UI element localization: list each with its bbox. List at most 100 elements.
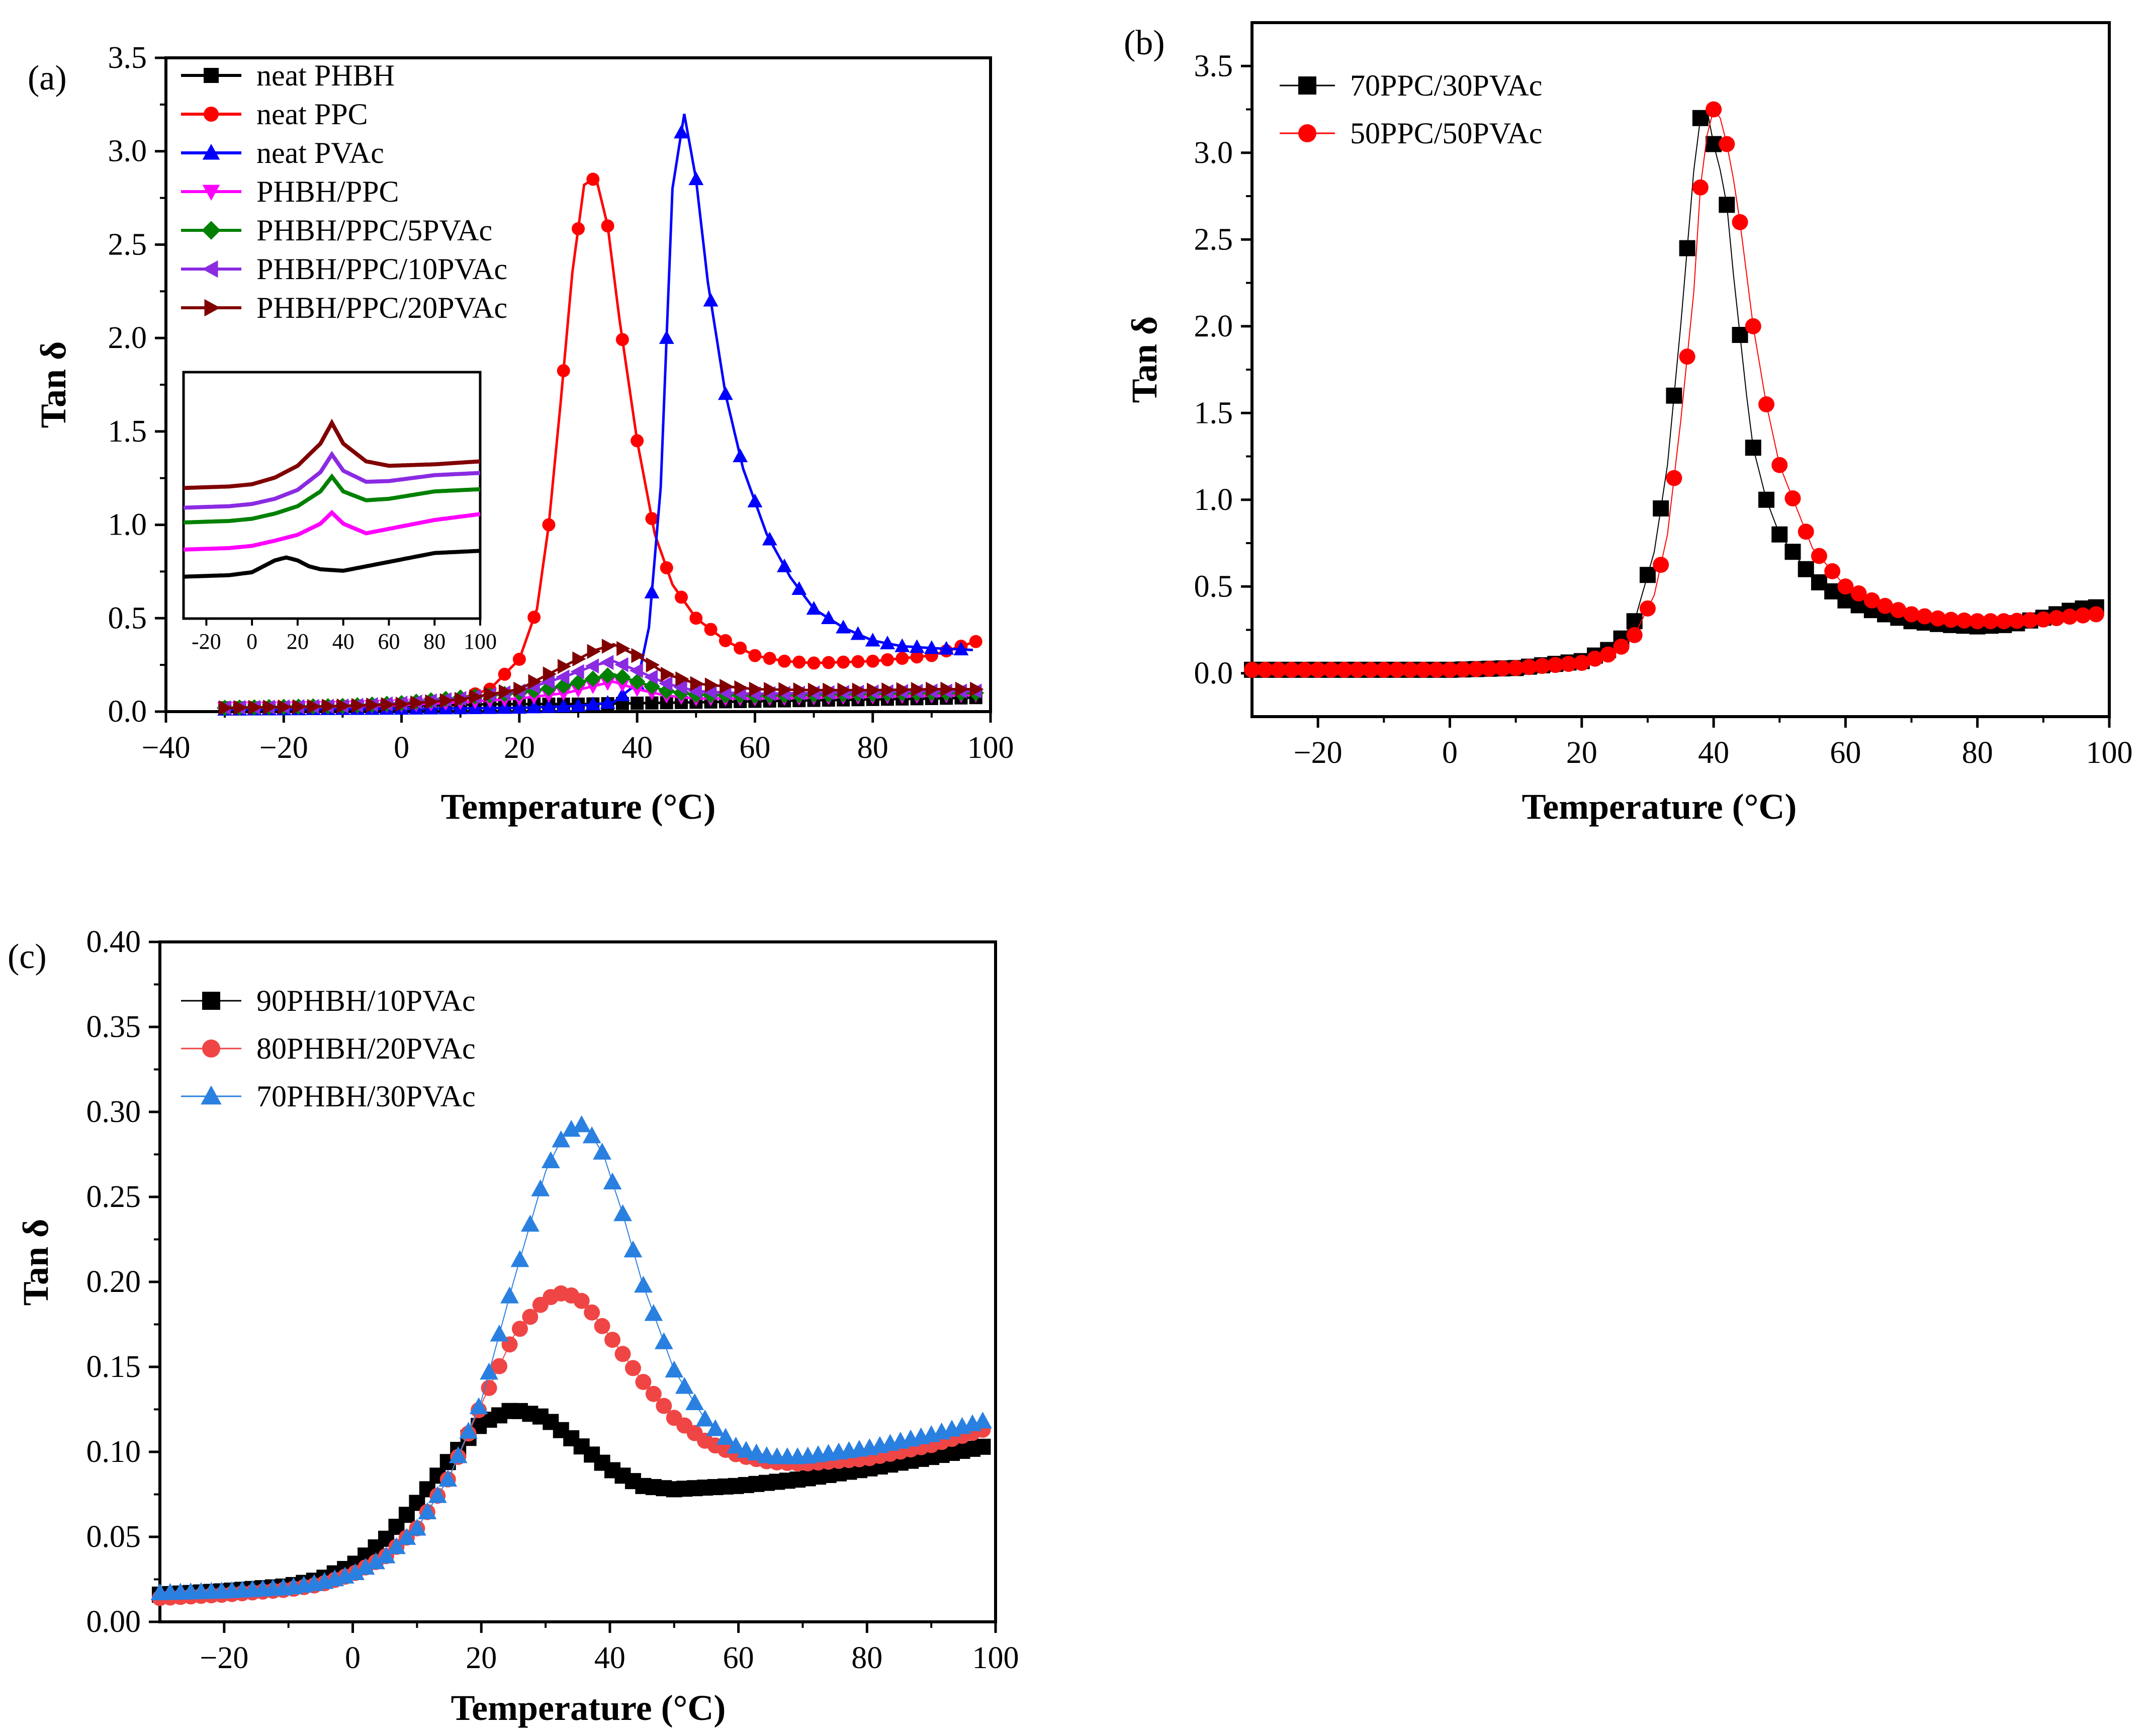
- data-point: [762, 532, 777, 546]
- x-tick-label: 0: [345, 1641, 361, 1675]
- data-point: [480, 1362, 498, 1380]
- y-tick-label: 0.05: [86, 1520, 141, 1554]
- data-point: [1771, 526, 1788, 543]
- data-point: [510, 1250, 529, 1267]
- data-point: [688, 171, 704, 186]
- y-axis-title-a: Tan δ: [33, 341, 73, 428]
- data-point: [733, 448, 748, 463]
- data-point: [599, 667, 616, 684]
- legend-label: PHBH/PPC/5PVAc: [256, 214, 492, 247]
- data-point: [541, 1151, 560, 1168]
- data-point: [807, 656, 821, 670]
- data-point: [552, 1130, 571, 1148]
- inset-x-tick-label: -20: [192, 629, 221, 654]
- data-point: [513, 681, 527, 697]
- inset-x-tick-label: 20: [287, 629, 309, 654]
- data-point: [511, 1321, 528, 1337]
- data-point: [481, 1379, 497, 1396]
- data-point: [520, 1214, 540, 1232]
- y-tick-label: 3.5: [1194, 49, 1233, 83]
- data-point: [1560, 656, 1577, 672]
- data-point: [526, 700, 542, 714]
- data-point: [600, 677, 615, 691]
- data-point: [953, 641, 969, 656]
- data-point: [542, 518, 556, 532]
- y-tick-label: 0.0: [108, 695, 147, 729]
- data-point: [1811, 548, 1827, 564]
- x-tick-label: −40: [142, 731, 191, 765]
- series-70phbh-30pvac: [150, 1115, 992, 1600]
- data-point: [248, 700, 262, 715]
- data-point: [764, 681, 778, 697]
- y-tick-label: 3.0: [108, 134, 147, 168]
- data-point: [634, 1275, 653, 1293]
- data-point: [1956, 612, 1973, 629]
- data-point: [2088, 606, 2104, 623]
- y-tick-label: 0.15: [86, 1350, 141, 1384]
- data-point: [675, 1377, 694, 1394]
- x-tick-label: 100: [972, 1641, 1019, 1675]
- data-point: [1573, 655, 1590, 671]
- legend-label: 70PPC/30PVAc: [1350, 69, 1542, 102]
- data-point: [233, 700, 248, 716]
- legend-marker: [204, 68, 219, 83]
- data-point: [278, 699, 292, 715]
- x-tick-label: 80: [1962, 736, 1993, 770]
- data-point: [704, 677, 719, 693]
- data-point: [837, 682, 851, 698]
- data-point: [1916, 608, 1933, 625]
- data-point: [1666, 387, 1682, 404]
- data-point: [381, 697, 395, 713]
- data-point: [645, 1385, 662, 1402]
- y-tick-label: 0.20: [86, 1265, 141, 1299]
- data-point: [706, 1419, 725, 1436]
- data-point: [1363, 661, 1379, 678]
- legend-entry-70ppc-30pvac: 70PPC/30PVAc: [1280, 69, 1542, 102]
- panel-c: (c) −20 0 20 40 60 80 100 0.00 0.05 0.10 0.15 0.20 0…: [8, 925, 1019, 1728]
- data-point: [645, 512, 659, 526]
- data-point: [1745, 440, 1761, 456]
- data-point: [351, 698, 366, 713]
- data-point: [850, 626, 866, 640]
- data-point: [1257, 661, 1274, 678]
- data-point: [661, 666, 675, 682]
- legend-marker: [1298, 76, 1316, 95]
- data-point: [600, 695, 615, 709]
- data-point: [356, 1557, 375, 1575]
- data-point: [614, 1346, 631, 1362]
- data-point: [623, 1240, 643, 1258]
- legend-label: PHBH/PPC/20PVAc: [256, 291, 507, 324]
- data-point: [665, 1360, 684, 1378]
- data-point: [585, 680, 601, 695]
- data-point: [660, 561, 673, 574]
- data-point: [1890, 602, 1907, 619]
- data-point: [644, 584, 660, 598]
- data-point: [1639, 567, 1656, 583]
- inset-x-tick-label: 0: [246, 629, 257, 654]
- inset-x-tick-label: 80: [423, 629, 445, 654]
- data-point: [1336, 661, 1353, 678]
- data-point: [1784, 544, 1801, 560]
- x-tick-label: −20: [259, 731, 308, 765]
- data-point: [629, 663, 643, 678]
- data-point: [490, 1324, 509, 1342]
- data-point: [631, 697, 644, 710]
- data-point: [939, 641, 954, 655]
- data-point: [346, 1563, 365, 1581]
- panel-label-a: (a): [28, 59, 67, 98]
- data-point: [1442, 661, 1458, 678]
- data-point: [1930, 610, 1946, 627]
- data-point: [219, 700, 233, 716]
- data-point: [570, 674, 587, 691]
- data-point: [808, 682, 822, 698]
- data-point: [1837, 578, 1854, 595]
- y-axis-title-b: Tan δ: [1124, 316, 1165, 403]
- data-point: [1679, 240, 1695, 256]
- data-point: [572, 222, 585, 235]
- data-point: [970, 681, 984, 697]
- data-point: [880, 635, 895, 650]
- legend-entry-phbh-ppc-10pvac: PHBH/PPC/10PVAc: [181, 252, 507, 286]
- data-point: [571, 698, 586, 712]
- y-tick-label: 2.5: [108, 227, 147, 262]
- data-point: [896, 682, 910, 698]
